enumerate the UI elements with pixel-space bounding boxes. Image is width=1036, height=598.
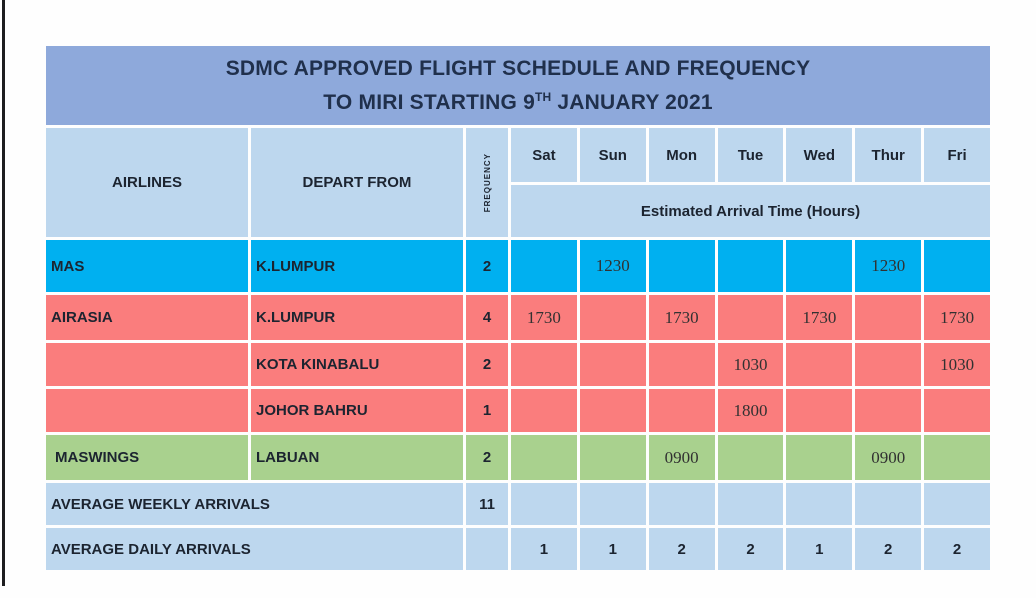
time-cell-wed [786, 435, 853, 480]
time-cell-sat [511, 240, 577, 292]
time-cell-thur [855, 343, 922, 386]
title-ordinal-superscript: TH [534, 89, 552, 104]
depart-cell: K.LUMPUR [251, 295, 463, 340]
depart-cell: LABUAN [251, 435, 463, 480]
time-cell-sun [579, 295, 646, 340]
column-header-sat: Sat [511, 128, 577, 182]
value-cell-wed: 1 [786, 528, 853, 570]
window-edge-line [2, 0, 5, 586]
column-header-fri: Fri [924, 128, 990, 182]
time-cell-thur: 0900 [855, 435, 922, 480]
column-header-depart-from: DEPART FROM [251, 128, 463, 237]
time-cell-sun [579, 343, 646, 386]
time-cell-fri [924, 240, 990, 292]
airline-cell: MAS [46, 240, 248, 292]
airline-cell: AIRASIA [46, 295, 248, 340]
time-cell-mon: 1730 [648, 295, 715, 340]
time-cell-tue [717, 240, 784, 292]
value-cell-mon: 2 [648, 528, 715, 570]
time-cell-tue: 1030 [717, 343, 784, 386]
time-cell-mon: 0900 [648, 435, 715, 480]
value-cell-sat [511, 483, 577, 525]
table-title: SDMC APPROVED FLIGHT SCHEDULE AND FREQUE… [46, 46, 990, 125]
value-cell-fri [924, 483, 990, 525]
time-cell-sat [511, 435, 577, 480]
airline-cell [46, 389, 248, 432]
time-cell-wed [786, 389, 853, 432]
title-line-1: SDMC APPROVED FLIGHT SCHEDULE AND FREQUE… [225, 56, 811, 80]
time-cell-tue [717, 435, 784, 480]
time-cell-tue [717, 295, 784, 340]
time-cell-sat [511, 389, 577, 432]
flight-schedule-table: SDMC APPROVED FLIGHT SCHEDULE AND FREQUE… [46, 46, 990, 570]
depart-cell: KOTA KINABALU [251, 343, 463, 386]
depart-cell: JOHOR BAHRU [251, 389, 463, 432]
summary-label: AVERAGE WEEKLY ARRIVALS [46, 483, 463, 525]
time-cell-thur [855, 389, 922, 432]
column-header-tue: Tue [717, 128, 784, 182]
time-cell-tue: 1800 [717, 389, 784, 432]
title-line-2: TO MIRI STARTING 9TH JANUARY 2021 [323, 89, 713, 114]
frequency-cell: 2 [466, 435, 508, 480]
airline-cell [46, 343, 248, 386]
value-cell-mon [648, 483, 715, 525]
time-cell-fri [924, 389, 990, 432]
airline-cell: MASWINGS [46, 435, 248, 480]
value-cell-tue: 2 [717, 528, 784, 570]
time-cell-mon [648, 389, 715, 432]
arrival-time-banner: Estimated Arrival Time (Hours) [511, 185, 990, 237]
column-header-frequency: FREQUENCY [466, 128, 508, 237]
column-header-mon: Mon [648, 128, 715, 182]
time-cell-fri: 1730 [924, 295, 990, 340]
frequency-cell: 4 [466, 295, 508, 340]
column-header-wed: Wed [786, 128, 853, 182]
value-cell-sun [579, 483, 646, 525]
frequency-cell: 11 [466, 483, 508, 525]
time-cell-sun: 1230 [579, 240, 646, 292]
time-cell-fri [924, 435, 990, 480]
time-cell-mon [648, 343, 715, 386]
time-cell-sun [579, 435, 646, 480]
time-cell-wed: 1730 [786, 295, 853, 340]
time-cell-thur: 1230 [855, 240, 922, 292]
value-cell-sat: 1 [511, 528, 577, 570]
time-cell-mon [648, 240, 715, 292]
value-cell-sun: 1 [579, 528, 646, 570]
value-cell-thur [855, 483, 922, 525]
frequency-cell: 1 [466, 389, 508, 432]
column-header-airlines: AIRLINES [46, 128, 248, 237]
depart-cell: K.LUMPUR [251, 240, 463, 292]
time-cell-fri: 1030 [924, 343, 990, 386]
time-cell-sat: 1730 [511, 295, 577, 340]
value-cell-tue [717, 483, 784, 525]
column-header-sun: Sun [579, 128, 646, 182]
time-cell-wed [786, 343, 853, 386]
value-cell-thur: 2 [855, 528, 922, 570]
frequency-vertical-label: FREQUENCY [482, 152, 492, 213]
time-cell-sun [579, 389, 646, 432]
value-cell-wed [786, 483, 853, 525]
frequency-cell: 2 [466, 343, 508, 386]
schedule-grid: AIRLINES DEPART FROM FREQUENCY Sat Sun M… [46, 128, 990, 570]
frequency-cell: 2 [466, 240, 508, 292]
time-cell-thur [855, 295, 922, 340]
time-cell-sat [511, 343, 577, 386]
column-header-thur: Thur [855, 128, 922, 182]
value-cell-fri: 2 [924, 528, 990, 570]
frequency-cell [466, 528, 508, 570]
time-cell-wed [786, 240, 853, 292]
summary-label: AVERAGE DAILY ARRIVALS [46, 528, 463, 570]
